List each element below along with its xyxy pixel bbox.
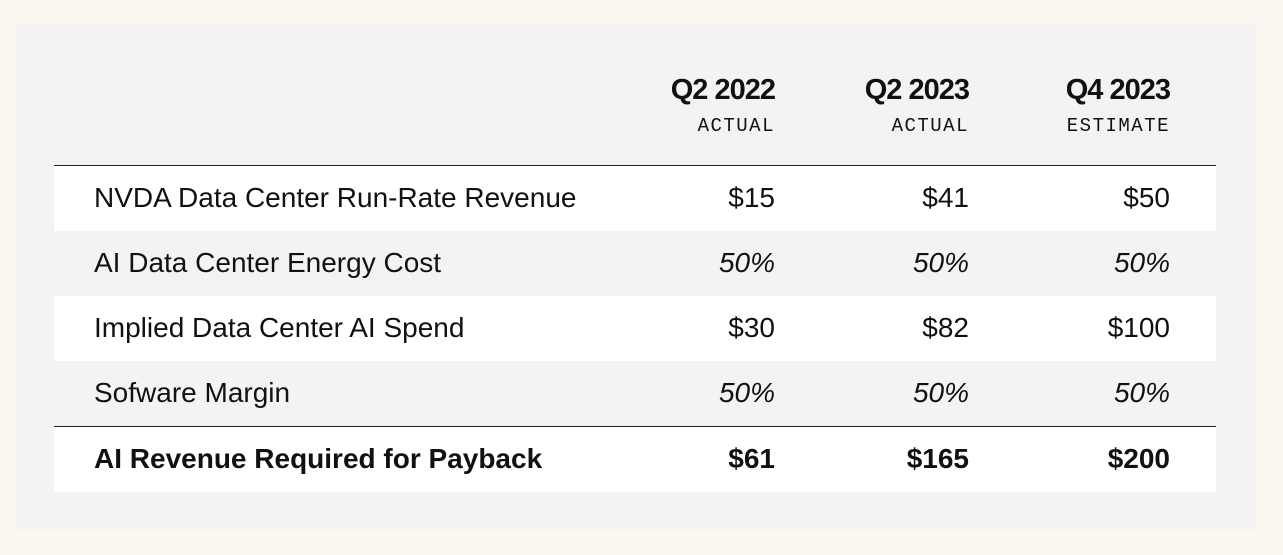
table-panel: Q2 2022 ACTUAL Q2 2023 ACTUAL Q4 2023 ESTIM… [15, 24, 1255, 530]
cell: $200 [1107, 443, 1170, 474]
cell: $165 [906, 443, 969, 474]
cell: $100 [1107, 312, 1170, 343]
cell: 50% [1113, 377, 1170, 408]
column-period: Q2 2022 [670, 74, 776, 106]
cell: $30 [728, 312, 775, 343]
table-row: NVDA Data Center Run-Rate Revenue $15 $4… [54, 166, 1216, 231]
cell: 50% [718, 377, 775, 408]
cell: 50% [1113, 247, 1170, 278]
column-header: Q2 2023 ACTUAL [809, 74, 970, 137]
row-label: Implied Data Center AI Spend [94, 312, 465, 343]
cell: 50% [718, 247, 775, 278]
column-header: Q2 2022 ACTUAL [615, 74, 776, 137]
column-type: ACTUAL [891, 115, 969, 137]
row-label: NVDA Data Center Run-Rate Revenue [94, 182, 577, 213]
table-total-row: AI Revenue Required for Payback $61 $165… [54, 426, 1216, 492]
table-row: Implied Data Center AI Spend $30 $82 $10… [54, 296, 1216, 361]
row-label: Sofware Margin [94, 377, 291, 408]
cell: 50% [912, 377, 969, 408]
table-row: AI Data Center Energy Cost 50% 50% 50% [54, 231, 1216, 296]
table-row: Sofware Margin 50% 50% 50% [54, 361, 1216, 426]
cell: $15 [728, 182, 775, 213]
payback-table: Q2 2022 ACTUAL Q2 2023 ACTUAL Q4 2023 ESTIM… [54, 24, 1216, 492]
column-period: Q2 2023 [864, 74, 970, 106]
cell: 50% [912, 247, 969, 278]
column-header: Q4 2023 ESTIMATE [1010, 74, 1171, 137]
cell: $61 [728, 443, 775, 474]
column-type: ESTIMATE [1066, 115, 1170, 137]
cell: $41 [922, 182, 969, 213]
table-header: Q2 2022 ACTUAL Q2 2023 ACTUAL Q4 2023 ESTIM… [54, 24, 1216, 166]
row-label: AI Data Center Energy Cost [94, 247, 442, 278]
column-period: Q4 2023 [1065, 74, 1171, 106]
column-type: ACTUAL [697, 115, 775, 137]
row-label: AI Revenue Required for Payback [94, 443, 543, 474]
cell: $50 [1123, 182, 1170, 213]
cell: $82 [922, 312, 969, 343]
